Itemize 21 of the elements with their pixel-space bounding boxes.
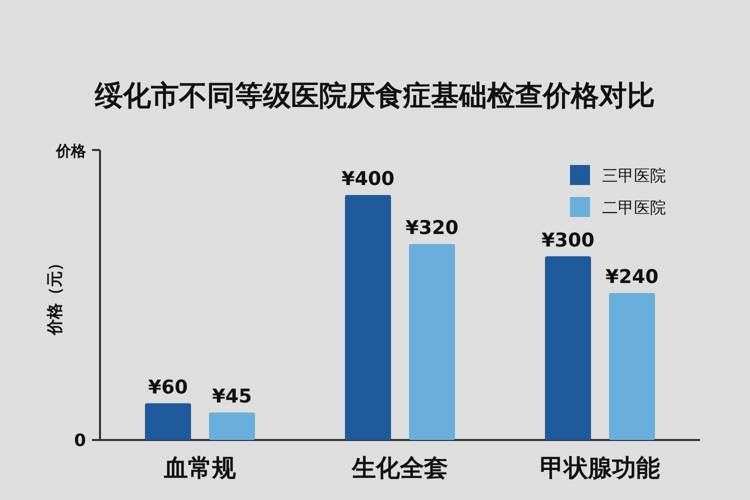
data-label: ¥400: [342, 168, 394, 190]
text: 0: [74, 431, 86, 451]
bar: [345, 195, 391, 440]
x-tick-label: 甲状腺功能: [540, 454, 660, 482]
x-tick-label: 生化全套: [351, 454, 448, 482]
bar: [209, 412, 255, 440]
data-label: ¥240: [606, 266, 658, 288]
bar: [609, 293, 655, 440]
y-axis-title: 价格（元）: [45, 255, 64, 336]
data-label: ¥45: [212, 385, 252, 408]
data-label: ¥60: [148, 376, 188, 398]
legend-label: 二甲医院: [602, 198, 666, 217]
data-label: ¥300: [542, 229, 594, 252]
bar: [145, 403, 191, 440]
legend-label: 三甲医院: [602, 166, 666, 185]
data-label: ¥320: [406, 217, 458, 239]
x-tick-label: 血常规: [163, 454, 236, 482]
bar: [409, 244, 455, 440]
bar: [545, 256, 591, 440]
chart-title: 绥化市不同等级医院厌食症基础检查价格对比: [94, 79, 655, 112]
text: 价格: [55, 142, 87, 160]
